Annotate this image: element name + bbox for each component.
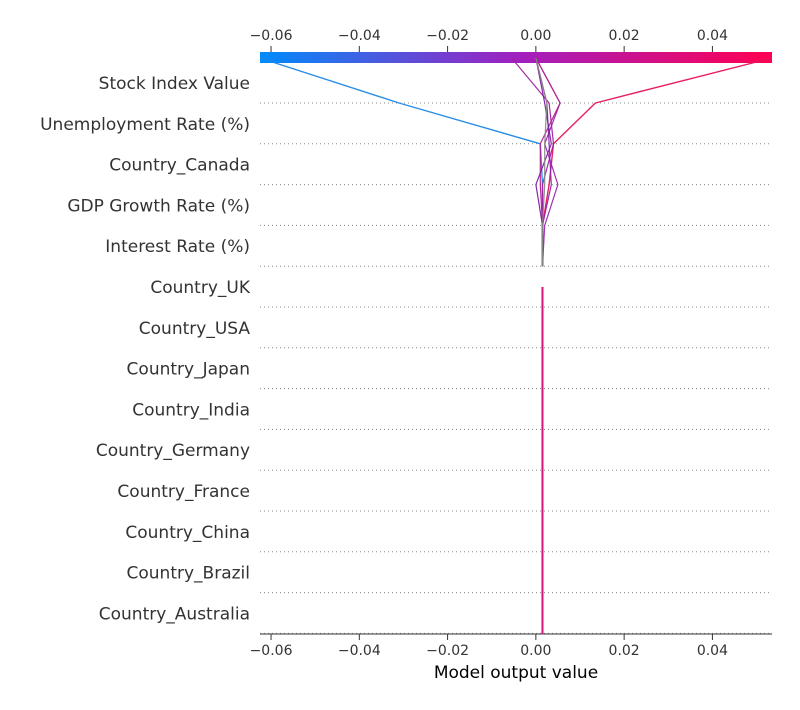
series-line [511,57,555,267]
x-axis-title: Model output value [434,663,598,683]
feature-label: Country_USA [139,319,251,339]
top-tick-label: −0.02 [426,28,469,44]
feature-label: GDP Growth Rate (%) [67,196,250,216]
feature-label: Stock Index Value [99,74,250,94]
axes: −0.06 −0.06 −0.04 −0.04 −0.02 −0.02 0.00 0.00 0.… [250,28,772,659]
feature-label: Unemployment Rate (%) [40,115,250,135]
series-line [541,57,773,267]
bottom-tick-label: 0.04 [697,643,728,659]
feature-label: Country_UK [150,278,250,298]
feature-label: Country_Brazil [127,564,250,584]
feature-label: Country_India [132,400,250,420]
bottom-tick-label: 0.00 [520,643,551,659]
colorbar [260,52,772,63]
top-tick-label: 0.00 [520,28,551,44]
feature-labels: Stock Index Value Unemployment Rate (%) Co… [40,74,251,624]
bottom-tick-label: −0.02 [426,643,469,659]
bottom-tick-label: −0.06 [250,643,293,659]
feature-label: Country_France [117,482,250,502]
bottom-tick-label: 0.02 [609,643,640,659]
bottom-tick-label: −0.04 [338,643,381,659]
series-line [535,57,548,267]
feature-label: Country_Australia [99,604,250,624]
top-tick-label: −0.04 [338,28,381,44]
series-lines [259,57,773,634]
feature-label: Country_Japan [127,360,250,380]
top-tick-label: 0.02 [609,28,640,44]
feature-label: Country_China [125,523,250,543]
feature-label: Country_Germany [96,441,250,461]
grid-lines [260,102,772,634]
feature-label: Country_Canada [109,156,250,176]
series-line [259,57,544,267]
feature-label: Interest Rate (%) [105,237,250,257]
top-tick-label: 0.04 [697,28,728,44]
top-tick-label: −0.06 [250,28,293,44]
